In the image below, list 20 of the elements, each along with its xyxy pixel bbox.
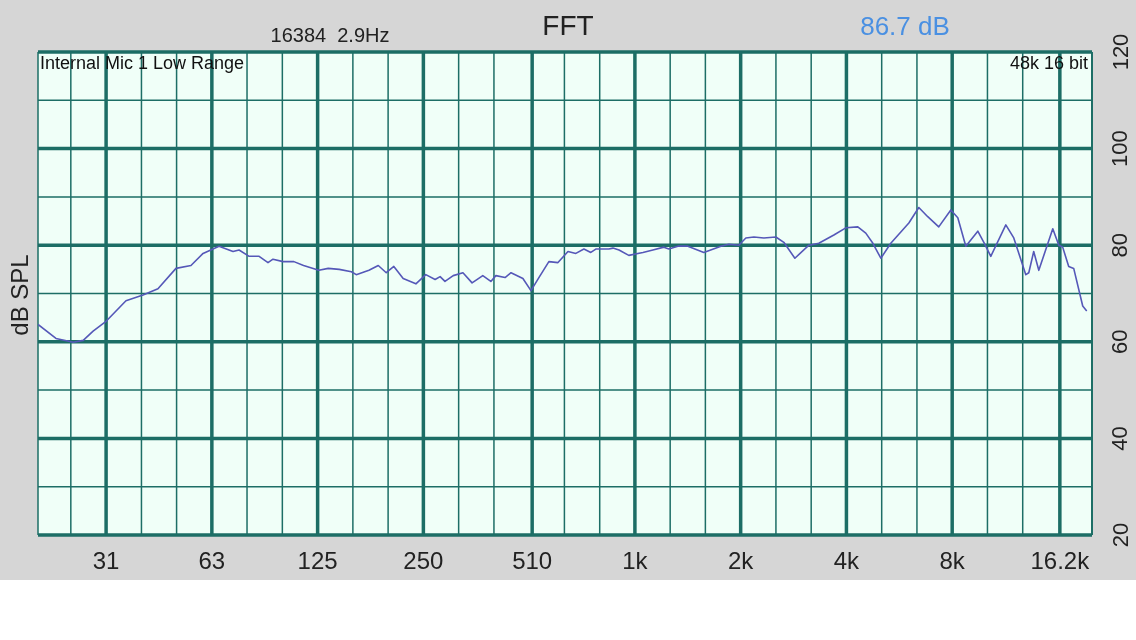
x-tick-label: 2k [727,547,755,574]
x-tick-label: 31 [92,547,120,574]
x-tick-label: 250 [403,547,444,574]
y-tick-label: 80 [1107,232,1133,258]
y-axis-title: dB SPL [6,254,34,336]
text: 86.7 dB [860,11,950,41]
x-tick-label: 4k [833,547,861,574]
y-tick-label: 20 [1107,522,1133,548]
x-tick-label: 8k [939,547,966,574]
text: 16384 2.9Hz [270,24,390,46]
y-tick-label: 60 [1107,329,1133,355]
chart-title: FFT [542,10,594,42]
x-tick-label: 125 [297,547,338,574]
y-tick-label: 100 [1107,130,1133,167]
x-tick-label: 510 [512,547,553,574]
y-tick-label: 40 [1107,426,1133,451]
x-tick-label: 16.2k [1030,547,1091,574]
x-tick-label: 1k [622,547,649,574]
x-tick-label: 63 [198,547,226,574]
y-tick-label: 120 [1107,33,1133,71]
